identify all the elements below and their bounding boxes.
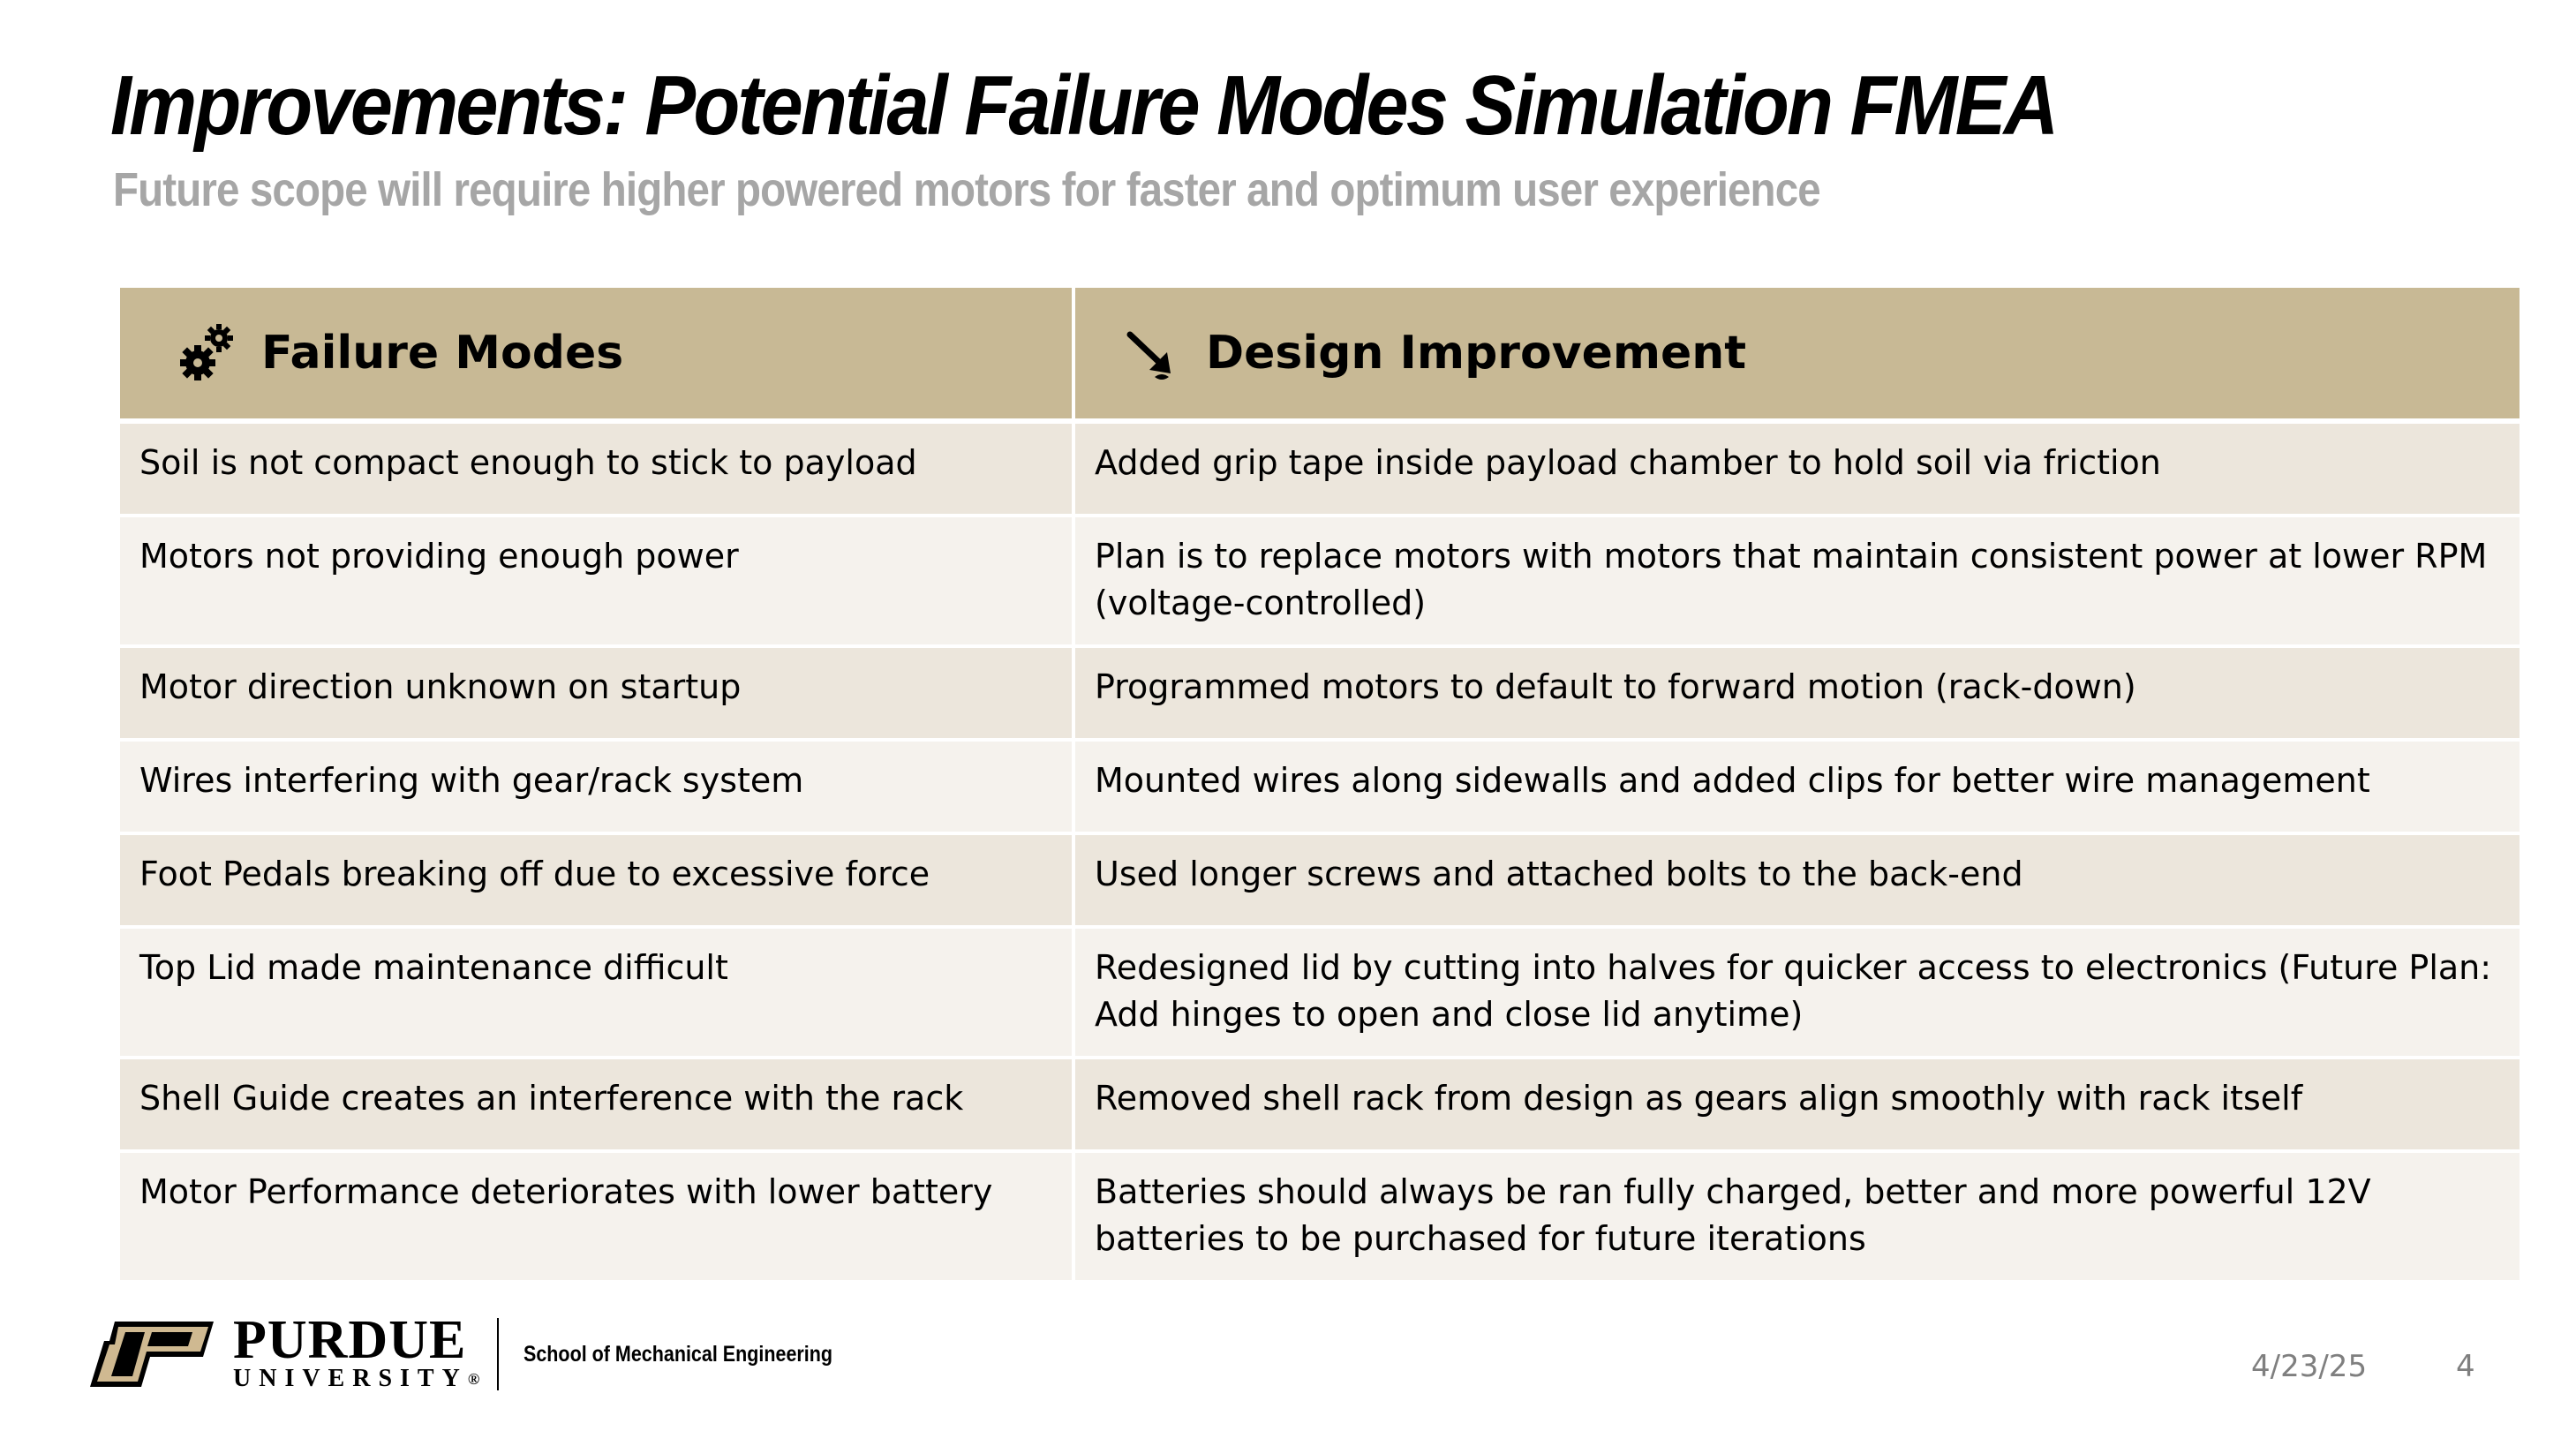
registered-mark: ® xyxy=(467,1370,480,1388)
table-row: Motor direction unknown on startup Progr… xyxy=(120,646,2520,742)
design-improvement-cell: Used longer screws and attached bolts to… xyxy=(1073,833,2520,929)
fmea-table: Failure Modes Design Improvement xyxy=(120,288,2520,1284)
logo-wordmark: PURDUE xyxy=(233,1310,467,1370)
design-improvement-cell: Redesigned lid by cutting into halves fo… xyxy=(1073,927,2520,1059)
school-name: School of Mechanical Engineering xyxy=(523,1341,833,1367)
logo-divider xyxy=(497,1318,500,1390)
failure-mode-cell: Wires interfering with gear/rack system xyxy=(120,740,1075,835)
header-label: Design Improvement xyxy=(1206,327,1747,380)
failure-mode-cell: Motor direction unknown on startup xyxy=(120,646,1075,742)
table-row: Foot Pedals breaking off due to excessiv… xyxy=(120,833,2520,929)
header-design-improvement: Design Improvement xyxy=(1073,288,2520,424)
design-improvement-cell: Removed shell rack from design as gears … xyxy=(1073,1058,2520,1153)
purdue-logo: PURDUE UNIVERSITY® School of Mechanical … xyxy=(88,1310,883,1393)
table-row: Top Lid made maintenance difficult Redes… xyxy=(120,927,2520,1059)
header-label: Failure Modes xyxy=(261,327,624,380)
failure-mode-cell: Motor Performance deteriorates with lowe… xyxy=(120,1151,1075,1284)
failure-mode-cell: Motors not providing enough power xyxy=(120,516,1075,648)
purdue-p-mark-icon xyxy=(90,1322,214,1387)
slide-title: Improvements: Potential Failure Modes Si… xyxy=(110,58,2059,153)
wrench-arrow-icon xyxy=(1121,322,1183,384)
table-header-row: Failure Modes Design Improvement xyxy=(120,288,2520,424)
failure-mode-cell: Shell Guide creates an interference with… xyxy=(120,1058,1075,1153)
logo-subtext: UNIVERSITY® xyxy=(233,1365,480,1392)
failure-mode-cell: Top Lid made maintenance difficult xyxy=(120,927,1075,1059)
design-improvement-cell: Plan is to replace motors with motors th… xyxy=(1073,516,2520,648)
table-row: Soil is not compact enough to stick to p… xyxy=(120,421,2520,517)
failure-mode-cell: Foot Pedals breaking off due to excessiv… xyxy=(120,833,1075,929)
design-improvement-cell: Programmed motors to default to forward … xyxy=(1073,646,2520,742)
gears-icon xyxy=(177,322,238,384)
design-improvement-cell: Mounted wires along sidewalls and added … xyxy=(1073,740,2520,835)
slide-date: 4/23/25 xyxy=(2251,1349,2368,1384)
design-improvement-cell: Added grip tape inside payload chamber t… xyxy=(1073,421,2520,517)
header-failure-modes: Failure Modes xyxy=(120,288,1075,424)
slide-page-number: 4 xyxy=(2456,1349,2475,1384)
table-row: Motors not providing enough power Plan i… xyxy=(120,516,2520,648)
table-row: Motor Performance deteriorates with lowe… xyxy=(120,1151,2520,1284)
table-row: Shell Guide creates an interference with… xyxy=(120,1058,2520,1153)
design-improvement-cell: Batteries should always be ran fully cha… xyxy=(1073,1151,2520,1284)
failure-mode-cell: Soil is not compact enough to stick to p… xyxy=(120,421,1075,517)
table-row: Wires interfering with gear/rack system … xyxy=(120,740,2520,835)
slide-subtitle: Future scope will require higher powered… xyxy=(113,163,1821,216)
